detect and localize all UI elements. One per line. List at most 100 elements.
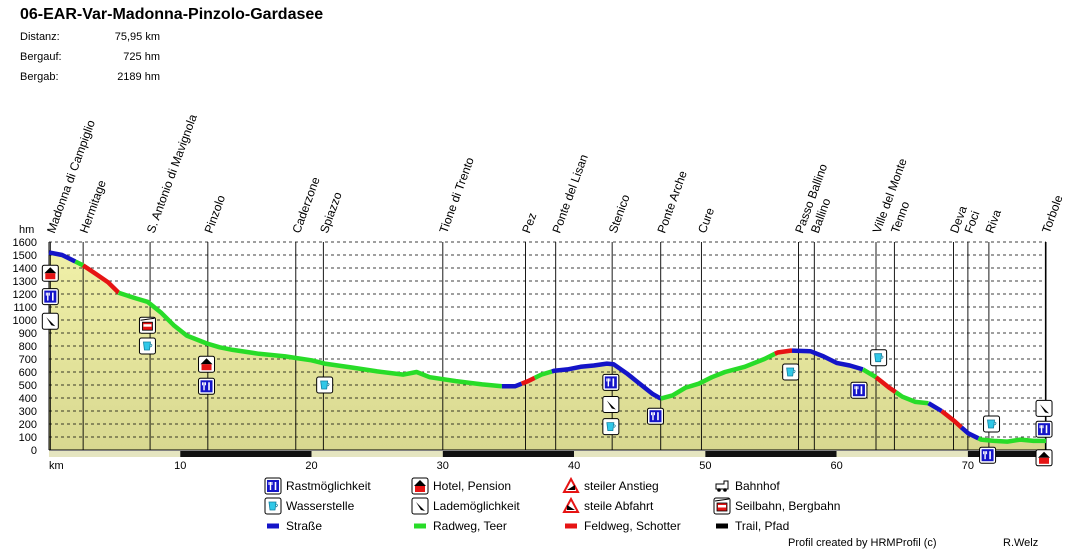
poi-rest-icon-8	[602, 373, 620, 391]
house-roof-icon	[1038, 451, 1051, 458]
legend-label-rest: Rastmöglichkeit	[286, 479, 371, 493]
y-tick-label-1400: 1400	[13, 263, 37, 275]
km-scale-bar-segment-2	[311, 451, 443, 457]
km-scale-bar-segment-4	[574, 451, 706, 457]
footer-credit: Profil created by HRMProfil (c)	[788, 537, 937, 549]
poi-rest-icon-14	[850, 381, 868, 399]
stat-ascent-value: 725 hm	[123, 51, 160, 63]
poi-water-icon-4	[138, 337, 156, 355]
stat-distance-label: Distanz:	[20, 31, 60, 43]
poi-rest-icon-16	[979, 446, 997, 464]
profile-segment-cycle-17	[977, 436, 1046, 444]
stat-descent-label: Bergab:	[20, 71, 59, 83]
poi-water-icon-12	[782, 363, 800, 381]
stat-descent-value: 2189 hm	[117, 71, 160, 83]
profile-segment-cycle-11	[861, 367, 878, 380]
legend-gravel-icon	[565, 523, 577, 529]
waypoint-label-1: Hermitage	[77, 178, 109, 235]
y-tick-label-1500: 1500	[13, 250, 37, 262]
profile-segment-cycle-1	[74, 259, 85, 268]
house-body-icon	[1039, 457, 1050, 464]
km-scale-bar-segment-5	[705, 451, 837, 457]
x-tick-label-10: 10	[174, 460, 186, 472]
legend-hotel-icon	[411, 477, 429, 495]
warning-triangle-icon	[562, 476, 580, 493]
y-tick-label-700: 700	[19, 354, 37, 366]
y-tick-label-400: 400	[19, 393, 37, 405]
house-roof-icon	[200, 358, 213, 365]
house-body-icon	[201, 364, 212, 371]
cable-line	[714, 498, 730, 502]
km-scale-bar-segment-7	[967, 451, 1046, 457]
y-tick-label-600: 600	[19, 367, 37, 379]
profile-area-fill	[49, 252, 1046, 450]
legend-train-icon	[715, 480, 729, 492]
poi-hotel-icon-0	[41, 264, 59, 282]
y-tick-label-100: 100	[19, 432, 37, 444]
poi-water-icon-10	[602, 418, 620, 436]
stat-distance-value: 75,95 km	[114, 31, 160, 43]
legend-label-train: Bahnhof	[735, 479, 780, 493]
legend-label-cycle: Radweg, Teer	[433, 519, 507, 533]
plug-icon	[46, 317, 56, 327]
profile-segment-cycle-3	[117, 290, 503, 389]
cup-icon	[142, 341, 151, 351]
icon-bg	[981, 449, 994, 462]
legend-steep-up-icon	[562, 476, 580, 493]
waypoint-label-6: Tione di Trento	[436, 155, 476, 235]
poi-water-icon-7	[316, 376, 334, 394]
trail-swatch-icon	[716, 523, 728, 529]
road-swatch-icon	[267, 523, 279, 529]
y-tick-label-800: 800	[19, 341, 37, 353]
house-roof-icon	[414, 480, 426, 486]
page-title: 06-EAR-Var-Madonna-Pinzolo-Gardasee	[20, 6, 324, 23]
cup-handle	[275, 503, 278, 508]
wheel	[717, 488, 721, 492]
icon-bg	[44, 290, 57, 303]
legend-cablecar-icon	[713, 497, 731, 515]
legend-label-charging: Lademöglichkeit	[433, 499, 520, 513]
y-tick-label-1200: 1200	[13, 289, 37, 301]
y-tick-label-200: 200	[19, 419, 37, 431]
cup-icon	[987, 419, 995, 429]
y-tick-label-300: 300	[19, 406, 37, 418]
slope-icon	[567, 485, 575, 490]
poi-charging-icon-9	[602, 396, 620, 413]
km-scale-bar-segment-1	[180, 451, 312, 457]
poi-cablecar-icon-3	[138, 316, 156, 334]
x-tick-label-50: 50	[699, 460, 711, 472]
poi-charging-icon-2	[41, 312, 59, 330]
poi-rest-icon-11	[646, 407, 664, 425]
cup-handle	[327, 382, 330, 387]
cup-icon	[874, 353, 883, 363]
legend-label-cablecar: Seilbahn, Bergbahn	[735, 499, 840, 513]
km-scale-bar-segment-6	[836, 451, 968, 457]
slope-icon	[567, 505, 575, 510]
x-tick-label-20: 20	[305, 460, 317, 472]
cup-handle	[994, 421, 997, 426]
profile-segment-road-10	[791, 348, 864, 372]
plug-icon	[416, 502, 425, 511]
gravel-swatch-icon	[565, 523, 577, 529]
poi-rest-icon-6	[198, 377, 216, 395]
y-tick-label-0: 0	[31, 445, 37, 457]
gondola-window	[718, 505, 726, 508]
poi-rest-icon-1	[41, 288, 59, 306]
legend-road-icon	[267, 523, 279, 529]
waypoint-label-9: Stenico	[606, 192, 633, 235]
waypoint-label-2: S. Antonio di Mavignola	[144, 112, 200, 235]
profile-segment-gravel-5	[520, 375, 536, 386]
x-axis-label: km	[49, 460, 64, 472]
waypoint-label-19: Torbole	[1039, 193, 1066, 235]
profile-segment-cycle-6	[533, 369, 553, 380]
cycle-swatch-icon	[414, 523, 426, 529]
waypoint-label-7: Pez	[519, 211, 539, 235]
cup-handle	[613, 424, 616, 428]
cup-handle	[881, 355, 884, 360]
profile-segment-road-7	[551, 361, 662, 401]
poi-water-icon-15	[983, 415, 1001, 433]
cup-icon	[786, 367, 795, 377]
waypoint-label-18: Riva	[983, 207, 1004, 235]
plug-icon	[606, 400, 616, 410]
